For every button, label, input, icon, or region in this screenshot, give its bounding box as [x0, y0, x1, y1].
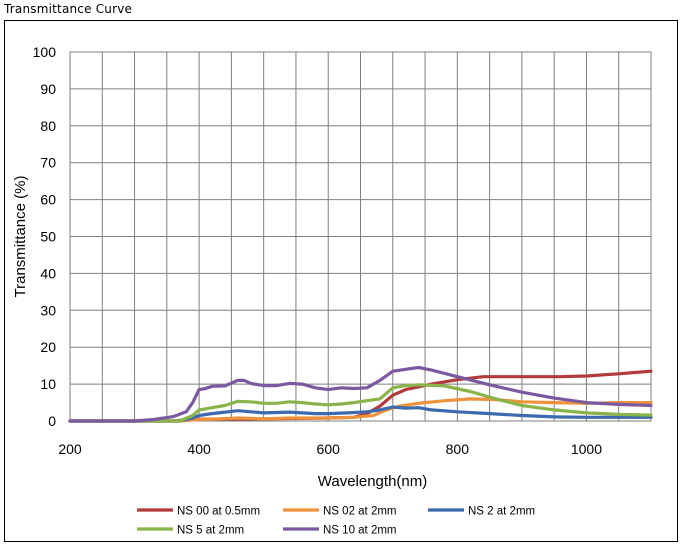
- x-tick-label: 200: [58, 441, 82, 457]
- y-tick-label: 50: [40, 229, 56, 245]
- tick-labels: 0 10 20 30 40 50 60 70 80 90 100 200 400 600 800 1000: [33, 44, 603, 457]
- y-tick-label: 60: [40, 192, 56, 208]
- x-tick-label: 800: [446, 441, 470, 457]
- series-line-4: [68, 383, 653, 423]
- grid: [69, 51, 652, 422]
- y-tick-label: 40: [40, 265, 56, 281]
- y-tick-label: 0: [48, 413, 56, 429]
- series-line-3: [68, 405, 653, 423]
- y-tick-label: 30: [40, 302, 56, 318]
- y-tick-label: 20: [40, 339, 56, 355]
- y-tick-label: 80: [40, 118, 56, 134]
- y-tick-label: 70: [40, 155, 56, 171]
- y-tick-label: 100: [33, 44, 57, 60]
- page-title: Transmittance Curve: [4, 2, 133, 16]
- legend-label: NS 00 at 0.5mm: [177, 506, 260, 518]
- series-group: [68, 365, 653, 423]
- x-tick-label: 600: [317, 441, 341, 457]
- x-tick-label: 400: [187, 441, 211, 457]
- chart-frame: [4, 20, 678, 542]
- y-tick-label: 10: [40, 376, 56, 392]
- legend-label: NS 10 at 2mm: [323, 525, 397, 537]
- series-line-5: [68, 365, 653, 423]
- y-axis-label: Transmittance (%): [12, 176, 29, 298]
- plot-area: [69, 51, 652, 422]
- legend: NS 00 at 0.5mm NS 02 at 2mm NS 2 at 2mm NS …: [137, 506, 535, 537]
- legend-label: NS 5 at 2mm: [177, 525, 244, 537]
- x-axis-label: Wavelength(nm): [318, 473, 427, 490]
- x-tick-label: 1000: [571, 441, 602, 457]
- legend-label: NS 2 at 2mm: [468, 506, 535, 518]
- legend-label: NS 02 at 2mm: [323, 506, 397, 518]
- y-tick-label: 90: [40, 81, 56, 97]
